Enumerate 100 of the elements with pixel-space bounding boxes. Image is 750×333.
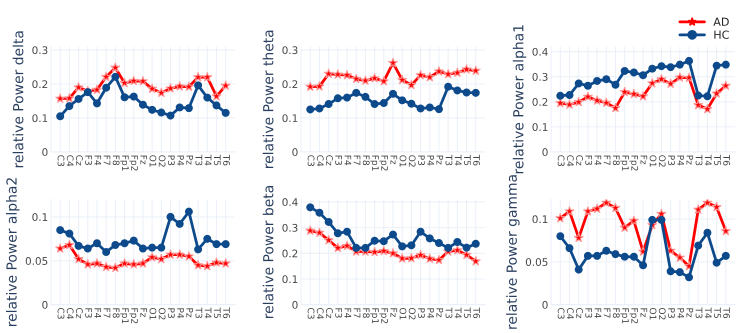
y-tick-label: 0.3 <box>282 46 298 54</box>
x-tick-label: Fz <box>390 308 398 318</box>
x-tick-label: P4 <box>177 156 184 166</box>
x-tick-label: P3 <box>668 156 675 166</box>
x-tick-label: Cz <box>76 308 83 318</box>
x-tick-label: Pz <box>686 156 694 165</box>
x-tick-label: Fp2 <box>630 308 638 324</box>
x-tick-label: O2 <box>158 308 166 320</box>
x-tick-label: O1 <box>400 155 406 167</box>
x-tick-label: T5 <box>214 307 221 318</box>
x-tick-label: Fp2 <box>129 308 138 324</box>
x-tick-label: T6 <box>473 307 480 318</box>
x-tick-label: Fp2 <box>379 156 388 170</box>
x-tick-label: Pz <box>436 308 444 318</box>
x-tick-label: O2 <box>658 308 666 320</box>
x-tick-label: C3 <box>308 155 314 166</box>
x-tick-label: O2 <box>408 308 416 320</box>
x-tick-label: T3 <box>696 154 702 166</box>
x-tick-label: P3 <box>418 156 425 166</box>
x-tick-label: T4 <box>454 154 462 166</box>
x-tick-label: Fz <box>640 308 648 318</box>
x-tick-label: T4 <box>704 307 712 318</box>
x-tick-label: T3 <box>195 154 202 166</box>
x-tick-label: Fp1 <box>370 156 379 171</box>
x-tick-label: T4 <box>454 307 462 318</box>
y-tick-label: 0.4 <box>282 198 298 206</box>
x-tick-label: C4 <box>566 155 574 166</box>
x-tick-label: T3 <box>446 307 452 318</box>
x-tick-label: T4 <box>204 307 212 318</box>
x-tick-label: F4 <box>594 156 602 166</box>
x-tick-label: T3 <box>195 307 202 318</box>
y-axis-title: relative Power alpha1 <box>512 25 526 174</box>
x-tick-label: Fp1 <box>620 308 629 324</box>
y-axis-title: relative Power alpha2 <box>6 178 20 326</box>
x-tick-label: F4 <box>344 156 352 166</box>
x-tick-label: O1 <box>150 155 156 167</box>
y-tick-label: 0.2 <box>532 98 548 106</box>
x-tick-label: P4 <box>677 308 684 318</box>
x-tick-label: O1 <box>650 308 656 320</box>
x-tick-label: Pz <box>186 308 193 318</box>
x-tick-label: F7 <box>354 156 360 165</box>
x-tick-label: C4 <box>566 308 574 320</box>
y-tick-label: 0.3 <box>532 72 548 81</box>
x-tick-label: Fp1 <box>370 308 379 324</box>
y-tick-label: 0.05 <box>26 257 48 265</box>
x-tick-label: T6 <box>723 307 730 318</box>
x-tick-label: F3 <box>85 156 92 165</box>
x-tick-label: P3 <box>668 308 675 318</box>
y-tick-label: 0.1 <box>32 114 48 122</box>
x-tick-label: P3 <box>168 308 175 318</box>
x-tick-label: O2 <box>408 155 416 167</box>
y-axis-title: relative Power delta <box>12 31 24 168</box>
x-tick-label: Cz <box>576 155 583 166</box>
x-tick-label: T5 <box>464 307 471 318</box>
x-tick-label: C3 <box>558 308 565 319</box>
x-tick-label: T5 <box>714 307 721 318</box>
y-tick-label: 0.3 <box>282 224 298 232</box>
x-tick-label: F8 <box>112 156 120 166</box>
y-tick-label: 0 <box>42 300 48 309</box>
x-tick-label: F8 <box>362 156 370 166</box>
y-tick-label: 0.3 <box>32 46 48 54</box>
y-tick-label: 0.4 <box>532 48 548 56</box>
x-tick-label: O2 <box>658 155 666 167</box>
y-axis-title: relative Power theta <box>262 30 274 168</box>
x-tick-label: F4 <box>94 156 102 166</box>
x-tick-label: P4 <box>427 308 434 318</box>
x-tick-label: T5 <box>714 154 721 166</box>
x-tick-label: T6 <box>723 154 730 166</box>
x-tick-label: Cz <box>326 308 333 318</box>
legend-label: HC <box>714 30 729 39</box>
x-tick-label: F8 <box>612 308 620 318</box>
x-tick-label: Pz <box>436 156 444 165</box>
y-tick-label: 0.1 <box>282 275 298 284</box>
y-tick-label: 0 <box>542 300 548 309</box>
x-tick-label: P4 <box>177 308 184 318</box>
y-axis-title: relative Power gamma <box>506 175 520 329</box>
x-tick-label: Cz <box>76 155 83 166</box>
y-tick-label: 0 <box>292 148 298 156</box>
x-tick-label: O2 <box>158 155 166 167</box>
y-tick-label: 0.2 <box>282 80 298 88</box>
x-tick-label: F3 <box>585 156 592 165</box>
x-tick-label: F7 <box>604 308 610 318</box>
x-tick-label: T4 <box>704 154 712 166</box>
x-tick-label: Cz <box>576 308 583 318</box>
x-tick-label: C4 <box>66 155 74 166</box>
x-tick-label: F4 <box>594 308 602 318</box>
y-tick-label: 0.05 <box>526 258 548 266</box>
y-tick-label: 0 <box>42 148 48 156</box>
y-tick-label: 0.2 <box>282 250 298 258</box>
x-tick-label: Cz <box>326 155 333 166</box>
x-tick-label: Fz <box>640 156 648 164</box>
x-tick-label: F8 <box>112 308 120 318</box>
x-tick-label: O1 <box>650 155 656 167</box>
x-tick-label: C3 <box>58 308 64 319</box>
x-tick-label: Fz <box>140 308 148 318</box>
x-tick-label: F7 <box>104 156 110 165</box>
x-tick-label: T5 <box>464 154 471 166</box>
x-tick-label: F7 <box>104 308 110 318</box>
x-tick-label: O1 <box>150 308 156 320</box>
x-tick-label: Pz <box>186 156 193 165</box>
